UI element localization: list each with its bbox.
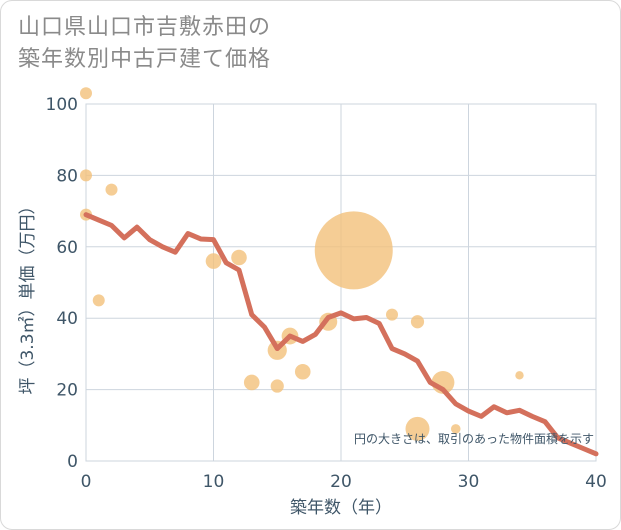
y-axis-label: 坪（3.3㎡）単価（万円） xyxy=(18,197,38,394)
data-bubble xyxy=(410,315,425,329)
data-bubble xyxy=(294,363,311,380)
axis-ticks: 0 10 20 30 40 0 20 40 60 80 100 xyxy=(46,95,607,492)
x-tick-label: 20 xyxy=(330,472,352,492)
x-axis-label: 築年数（年） xyxy=(290,498,392,518)
y-tick-label: 60 xyxy=(56,238,78,258)
y-tick-label: 20 xyxy=(56,381,78,401)
x-tick-label: 0 xyxy=(81,472,92,492)
x-tick-label: 40 xyxy=(585,472,607,492)
y-tick-label: 100 xyxy=(46,95,78,115)
data-bubble xyxy=(515,371,524,380)
trend-line xyxy=(83,212,599,457)
data-bubble xyxy=(92,294,105,307)
y-tick-label: 40 xyxy=(56,309,78,329)
data-bubble xyxy=(105,183,118,196)
chart-title: 山口県山口市吉敷赤田の 築年数別中古戸建て価格 xyxy=(18,12,271,76)
data-bubble xyxy=(386,308,398,321)
data-bubble xyxy=(80,87,92,100)
data-bubble xyxy=(270,379,284,393)
data-bubble xyxy=(80,169,92,182)
data-bubble xyxy=(231,249,247,266)
data-bubble xyxy=(405,416,430,441)
chart-note: 円の大きさは、取引のあった物件面積を示す xyxy=(354,431,594,446)
x-tick-label: 30 xyxy=(458,472,480,492)
data-bubble xyxy=(243,374,260,391)
chart-title-line-2: 築年数別中古戸建て価格 xyxy=(18,47,272,72)
data-bubble xyxy=(450,424,461,434)
data-bubble xyxy=(205,253,222,269)
y-tick-label: 0 xyxy=(67,452,78,472)
x-tick-label: 10 xyxy=(203,472,225,492)
chart-title-line-1: 山口県山口市吉敷赤田の xyxy=(18,15,272,40)
y-tick-label: 80 xyxy=(56,166,78,186)
data-bubble xyxy=(314,211,393,290)
